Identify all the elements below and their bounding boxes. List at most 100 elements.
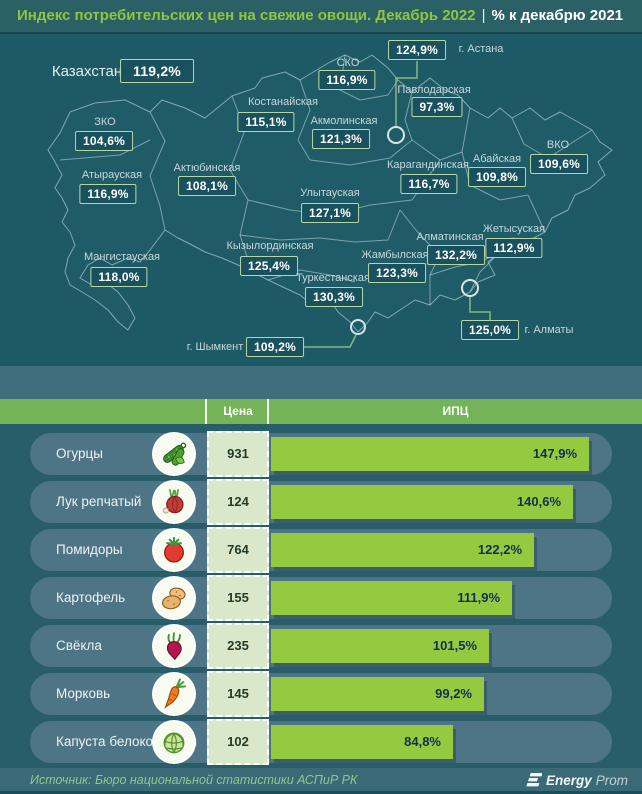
source-note: Источник: Бюро национальной статистики А… — [30, 773, 358, 787]
ipc-bar: 99,2% — [271, 677, 484, 711]
title-bar: Индекс потребительских цен на свежие ово… — [0, 0, 642, 34]
region-value-shymkent: 109,2% — [246, 337, 304, 357]
astana-leader-line — [395, 61, 418, 127]
table-row: Лук репчатый 124 140,6% — [30, 479, 612, 525]
region-value-zhambyl: 123,3% — [368, 263, 426, 283]
column-divider — [267, 399, 269, 424]
table-row: Морковь 145 99,2% — [30, 671, 612, 717]
region-label-abay: Абайская — [472, 153, 522, 165]
row-name: Картофель — [56, 590, 126, 605]
region-value-zhetysu: 112,9% — [485, 238, 543, 258]
region-label-astana: г. Астана — [458, 43, 504, 55]
ipc-column-header: ИПЦ — [442, 404, 469, 418]
title-main: Индекс потребительских цен на свежие ово… — [17, 7, 476, 24]
energyprom-logo-icon — [526, 773, 542, 787]
almaty-city-marker — [461, 279, 479, 297]
region-label-kostanay: Костанайская — [247, 96, 319, 108]
region-label-karaganda: Карагандинская — [387, 159, 469, 171]
tomato-icon — [152, 528, 196, 572]
price-value: 764 — [207, 527, 269, 573]
ipc-value: 147,9% — [532, 446, 577, 461]
region-value-atyrau: 116,9% — [79, 184, 137, 204]
region-label-kyzylorda: Кызылординская — [226, 240, 314, 252]
footer: Источник: Бюро национальной статистики А… — [0, 768, 642, 794]
table-row: Огурцы 931 147,9% — [30, 431, 612, 477]
ipc-bar: 147,9% — [271, 437, 589, 471]
ipc-value: 140,6% — [516, 494, 561, 509]
country-value-box: 119,2% — [120, 59, 194, 83]
potato-icon — [152, 576, 196, 620]
row-name: Морковь — [56, 686, 111, 701]
region-label-aktobe: Актюбинская — [173, 162, 241, 174]
city-markers — [350, 126, 479, 335]
carrot-icon — [152, 672, 196, 716]
brand-name-light: Prom — [595, 772, 628, 788]
region-value-astana: 124,9% — [388, 40, 446, 60]
ipc-bar: 122,2% — [271, 533, 534, 567]
row-name: Огурцы — [56, 446, 103, 461]
region-value-almaty-city: 125,0% — [461, 320, 519, 340]
region-value-sko: 116,9% — [318, 70, 376, 90]
region-label-turkestan: Туркестанская — [296, 272, 370, 284]
price-column-header: Цена — [223, 404, 253, 418]
region-value-abay: 109,8% — [468, 167, 526, 187]
ipc-bar: 111,9% — [271, 581, 512, 615]
region-label-sko: СКО — [336, 57, 360, 69]
price-value: 235 — [207, 623, 269, 669]
region-value-karaganda: 116,7% — [400, 174, 458, 194]
price-value: 102 — [207, 719, 269, 765]
ipc-bar: 84,8% — [271, 725, 453, 759]
price-value: 155 — [207, 575, 269, 621]
region-value-kostanay: 115,1% — [237, 112, 295, 132]
astana-city-marker — [387, 126, 405, 144]
shymkent-leader-line — [303, 334, 357, 348]
region-label-akmola: Акмолинская — [310, 115, 378, 127]
region-label-zhetysu: Жетысуская — [482, 223, 546, 235]
ipc-value: 101,5% — [432, 638, 477, 653]
region-value-pavlodar: 97,3% — [411, 97, 463, 117]
row-name: Свёкла — [56, 638, 102, 653]
ipc-value: 99,2% — [435, 686, 472, 701]
region-value-ulytau: 127,1% — [301, 203, 359, 223]
ipc-bar: 140,6% — [271, 485, 573, 519]
ipc-value: 122,2% — [477, 542, 522, 557]
page-title: Индекс потребительских цен на свежие ово… — [17, 0, 623, 32]
table-row: Свёкла 235 101,5% — [30, 623, 612, 669]
brand-name-bold: Energy — [545, 772, 592, 788]
region-value-almaty-obl: 132,2% — [427, 245, 485, 265]
column-divider — [205, 399, 207, 424]
region-label-almaty-city: г. Алматы — [524, 324, 574, 336]
region-label-mangystau: Мангистауская — [83, 251, 161, 263]
onion-icon — [152, 480, 196, 524]
cabbage-icon — [152, 720, 196, 764]
price-value: 931 — [207, 431, 269, 477]
region-label-vko: ВКО — [546, 139, 570, 151]
table-header-band: Цена ИПЦ — [0, 399, 642, 424]
region-value-turkestan: 130,3% — [305, 287, 363, 307]
shymkent-city-marker — [350, 319, 366, 335]
energyprom-logo: Energy Prom — [525, 768, 628, 792]
cucumber-icon — [152, 432, 196, 476]
region-value-zko: 104,6% — [75, 131, 133, 151]
region-label-zhambyl: Жамбылская — [361, 249, 429, 261]
region-label-almaty-obl: Алматинская — [416, 231, 484, 243]
region-value-akmola: 121,3% — [312, 129, 370, 149]
ipc-bar: 101,5% — [271, 629, 489, 663]
ipc-value: 111,9% — [457, 590, 500, 605]
title-divider: | — [481, 7, 486, 24]
row-name: Помидоры — [56, 542, 123, 557]
region-label-zko: ЗКО — [94, 116, 116, 128]
region-value-vko: 109,6% — [530, 154, 588, 174]
region-label-atyrau: Атырауская — [81, 169, 143, 181]
table-row: Помидоры 764 122,2% — [30, 527, 612, 573]
section-separator — [0, 366, 642, 399]
region-value-kyzylorda: 125,4% — [240, 256, 298, 276]
region-value-aktobe: 108,1% — [178, 176, 236, 196]
region-value-mangystau: 118,0% — [90, 267, 148, 287]
beet-icon — [152, 624, 196, 668]
price-value: 124 — [207, 479, 269, 525]
title-subtitle: % к декабрю 2021 — [491, 7, 624, 24]
row-name: Лук репчатый — [56, 494, 142, 509]
price-value: 145 — [207, 671, 269, 717]
